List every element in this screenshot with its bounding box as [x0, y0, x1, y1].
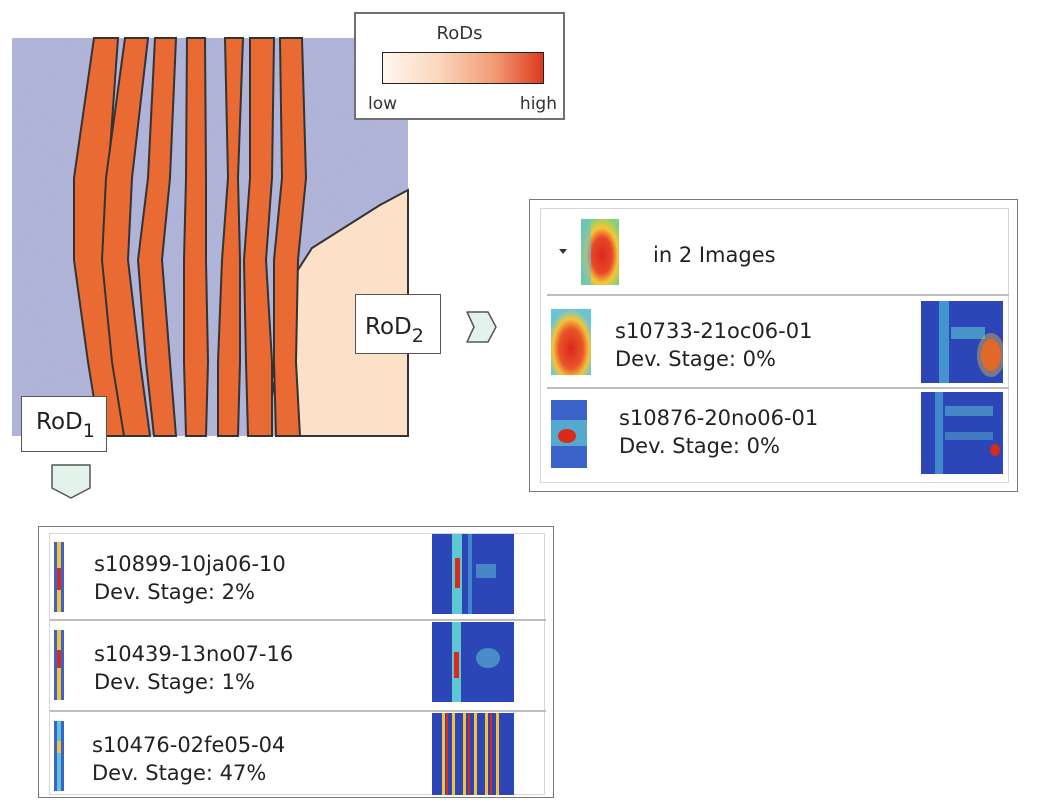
legend-title: RoDs — [436, 23, 483, 44]
rod2-search-button[interactable] — [462, 306, 502, 348]
divider — [547, 294, 1009, 296]
result-name: s10876-20no06-01 — [619, 406, 819, 430]
chevron-arrow-icon — [51, 464, 91, 499]
result-region-thumbnail — [551, 400, 587, 468]
rod1-band[interactable] — [273, 37, 308, 437]
divider — [50, 710, 546, 712]
rod1-label-text: RoD — [36, 409, 83, 435]
result-region-thumbnail — [54, 721, 64, 791]
result-region-thumbnail — [551, 309, 591, 375]
rod2-results-panel: in 2 Images s10733-21oc06-01 Dev. Stage:… — [529, 199, 1018, 492]
legend-high-label: high — [519, 94, 557, 114]
group-thumbnail[interactable] — [581, 219, 619, 285]
legend-gradient-bar — [382, 52, 544, 84]
result-dev-stage: Dev. Stage: 47% — [92, 761, 267, 785]
result-full-image-thumbnail — [921, 392, 1003, 474]
result-region-thumbnail — [54, 542, 64, 612]
divider — [50, 619, 546, 621]
result-dev-stage: Dev. Stage: 0% — [619, 434, 780, 458]
rod2-label[interactable]: RoD2 — [355, 294, 441, 354]
result-row[interactable]: s10476-02fe05-04 Dev. Stage: 47% — [50, 713, 546, 797]
rod1-band[interactable] — [183, 37, 210, 437]
result-row[interactable]: s10733-21oc06-01 Dev. Stage: 0% — [541, 297, 1010, 387]
rod2-label-subscript: 2 — [411, 325, 424, 347]
result-dev-stage: Dev. Stage: 1% — [94, 670, 255, 694]
result-dev-stage: Dev. Stage: 2% — [94, 580, 255, 604]
caret-down-icon[interactable] — [557, 247, 569, 257]
rod1-search-button[interactable] — [48, 460, 94, 502]
rod1-label-subscript: 1 — [82, 420, 95, 442]
divider — [547, 387, 1009, 389]
result-region-thumbnail — [54, 630, 64, 700]
result-name: s10733-21oc06-01 — [615, 319, 813, 343]
rod1-band[interactable] — [100, 37, 152, 437]
result-row[interactable]: s10899-10ja06-10 Dev. Stage: 2% — [50, 534, 546, 620]
result-row[interactable]: s10876-20no06-01 Dev. Stage: 0% — [541, 390, 1010, 480]
result-full-image-thumbnail — [432, 534, 514, 614]
result-full-image-thumbnail — [432, 622, 514, 702]
rod-legend: RoDs low high — [354, 12, 565, 120]
rod1-results-panel: s10899-10ja06-10 Dev. Stage: 2% s10439-1… — [38, 526, 554, 798]
result-name: s10439-13no07-16 — [94, 642, 294, 666]
rod1-band[interactable] — [242, 37, 276, 437]
rod1-band[interactable] — [217, 37, 245, 437]
legend-low-label: low — [368, 94, 398, 114]
result-full-image-thumbnail — [921, 301, 1003, 383]
result-full-image-thumbnail — [432, 713, 514, 795]
rod2-label-text: RoD — [365, 314, 412, 340]
rod1-label[interactable]: RoD1 — [21, 396, 107, 452]
chevron-arrow-icon — [466, 311, 497, 343]
rod1-results-list: s10899-10ja06-10 Dev. Stage: 2% s10439-1… — [49, 533, 546, 797]
rod1-band[interactable] — [136, 37, 178, 437]
rod1-region[interactable] — [73, 37, 308, 437]
result-row[interactable]: s10439-13no07-16 Dev. Stage: 1% — [50, 622, 546, 710]
result-dev-stage: Dev. Stage: 0% — [615, 347, 776, 371]
rod2-results-list: in 2 Images s10733-21oc06-01 Dev. Stage:… — [540, 208, 1009, 483]
result-name: s10476-02fe05-04 — [92, 733, 286, 757]
group-summary: in 2 Images — [653, 243, 776, 267]
gel-image-canvas[interactable] — [0, 0, 420, 450]
result-name: s10899-10ja06-10 — [94, 552, 286, 576]
